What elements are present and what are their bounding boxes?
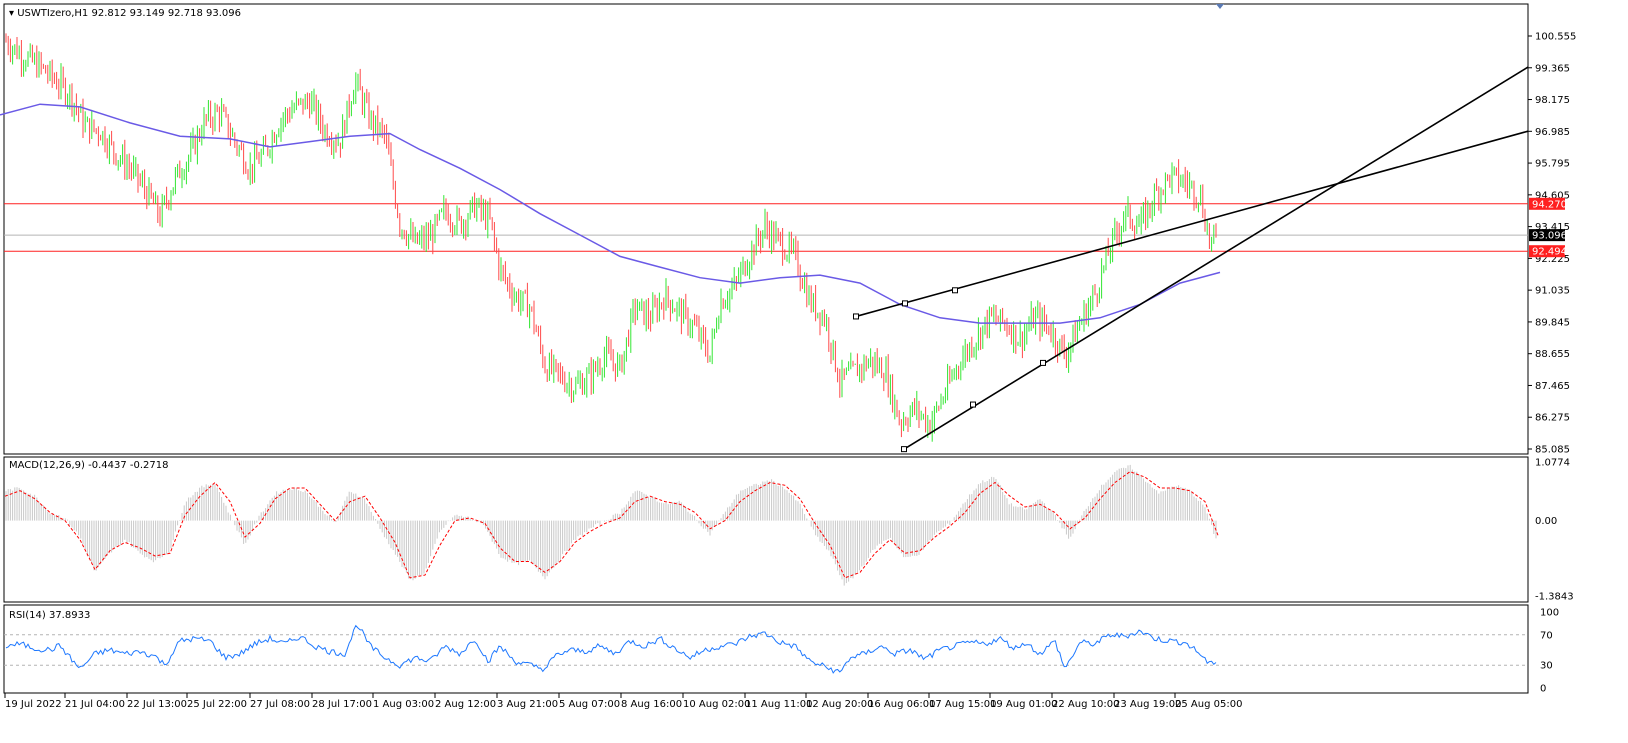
price-tick-label: 86.275 [1535,413,1570,424]
rsi-axis-ticks: 100 70 30 0 [1540,608,1559,695]
macd-tick-label: -1.3843 [1535,592,1574,603]
time-tick-label: 27 Jul 08:00 [250,699,310,710]
time-tick-label: 22 Jul 13:00 [127,699,187,710]
moving-average-line [0,103,1221,324]
moving-average [0,103,1221,324]
time-tick-label: 25 Jul 22:00 [187,699,247,710]
macd-signal [4,471,1219,579]
candlesticks [5,33,1217,442]
rsi-label: RSI(14) 37.8933 [9,610,90,621]
trendlines [853,66,1529,453]
trendline-0 [855,130,1529,318]
current-price-marker-box [1529,229,1565,242]
upper-line-marker-box [1529,197,1565,210]
upper-line-marker: 94.270 [1532,199,1567,210]
time-tick-label: 8 Aug 16:00 [621,699,682,710]
rsi-tick-label: 100 [1540,608,1559,619]
trendline-anchor [1040,359,1046,366]
time-tick-label: 11 Aug 11:00 [745,699,812,710]
price-tick-label: 85.085 [1535,445,1570,456]
chart-title-symbol: ▾ USWTIzero,H1 92.812 93.149 92.718 93.0… [9,8,241,19]
price-tick-label: 95.795 [1535,159,1570,170]
time-axis: 19 Jul 2022 21 Jul 04:00 22 Jul 13:00 25 Ju… [4,693,1242,710]
main-price-panel[interactable]: 100.555 99.365 98.175 96.985 95.795 94.605 93.… [0,3,1576,456]
trendline-anchor [853,313,859,320]
trendline-anchor [902,300,908,307]
price-tick-label: 87.465 [1535,381,1570,392]
price-markers: 94.270 93.096 92.494 [1529,197,1567,258]
macd-axis-ticks: 1.0774 0.00 -1.3843 [1535,458,1574,603]
rsi-tick-label: 70 [1540,630,1553,641]
current-price-marker: 93.096 [1532,231,1567,242]
trendline-anchor [970,401,976,408]
time-tick-label: 19 Jul 2022 [5,699,62,710]
macd-signal-line [4,471,1219,579]
rsi-panel[interactable]: 100 70 30 0 RSI(14) 37.8933 [3,604,1559,695]
rsi-series [5,624,1217,674]
price-tick-label: 91.035 [1535,286,1570,297]
time-tick-label: 23 Aug 19:00 [1114,699,1181,710]
price-tick-label: 92.225 [1535,254,1570,265]
horizontal-lines [4,203,1528,252]
time-tick-label: 1 Aug 03:00 [373,699,434,710]
chart-shift-marker-icon[interactable] [1216,4,1224,9]
price-tick-label: 93.415 [1535,222,1570,233]
macd-tick-label: 1.0774 [1535,458,1570,469]
time-tick-label: 21 Jul 04:00 [65,699,125,710]
time-tick-label: 17 Aug 15:00 [929,699,996,710]
macd-tick-label: 0.00 [1535,516,1557,527]
macd-panel[interactable]: 1.0774 0.00 -1.3843 MACD(12,26,9) -0.4437 … [3,456,1574,603]
time-tick-label: 19 Aug 01:00 [990,699,1057,710]
time-tick-label: 22 Aug 10:00 [1052,699,1119,710]
price-tick-label: 88.655 [1535,349,1570,360]
time-tick-label: 25 Aug 05:00 [1175,699,1242,710]
time-tick-label: 3 Aug 21:00 [497,699,558,710]
rsi-line [5,624,1217,674]
price-tick-label: 89.845 [1535,317,1570,328]
time-tick-label: 16 Aug 06:00 [868,699,935,710]
time-tick-label: 10 Aug 02:00 [683,699,750,710]
price-tick-label: 98.175 [1535,95,1570,106]
trendline-anchor [952,287,958,294]
time-tick-label: 12 Aug 20:00 [806,699,873,710]
price-tick-label: 99.365 [1535,63,1570,74]
trendline-1 [903,66,1529,450]
price-tick-label: 94.605 [1535,190,1570,201]
lower-line-marker: 92.494 [1532,247,1567,258]
time-tick-label: 28 Jul 17:00 [312,699,372,710]
time-tick-label: 2 Aug 12:00 [435,699,496,710]
trendline-anchor [901,446,907,453]
time-tick-label: 5 Aug 07:00 [559,699,620,710]
price-axis-ticks: 100.555 99.365 98.175 96.985 95.795 94.605 93.… [1528,32,1576,456]
lower-line-marker-box [1529,245,1565,258]
rsi-tick-label: 0 [1540,684,1546,695]
rsi-tick-label: 30 [1540,661,1553,672]
price-tick-label: 96.985 [1535,127,1570,138]
price-tick-label: 100.555 [1535,32,1576,43]
macd-label: MACD(12,26,9) -0.4437 -0.2718 [9,460,169,471]
